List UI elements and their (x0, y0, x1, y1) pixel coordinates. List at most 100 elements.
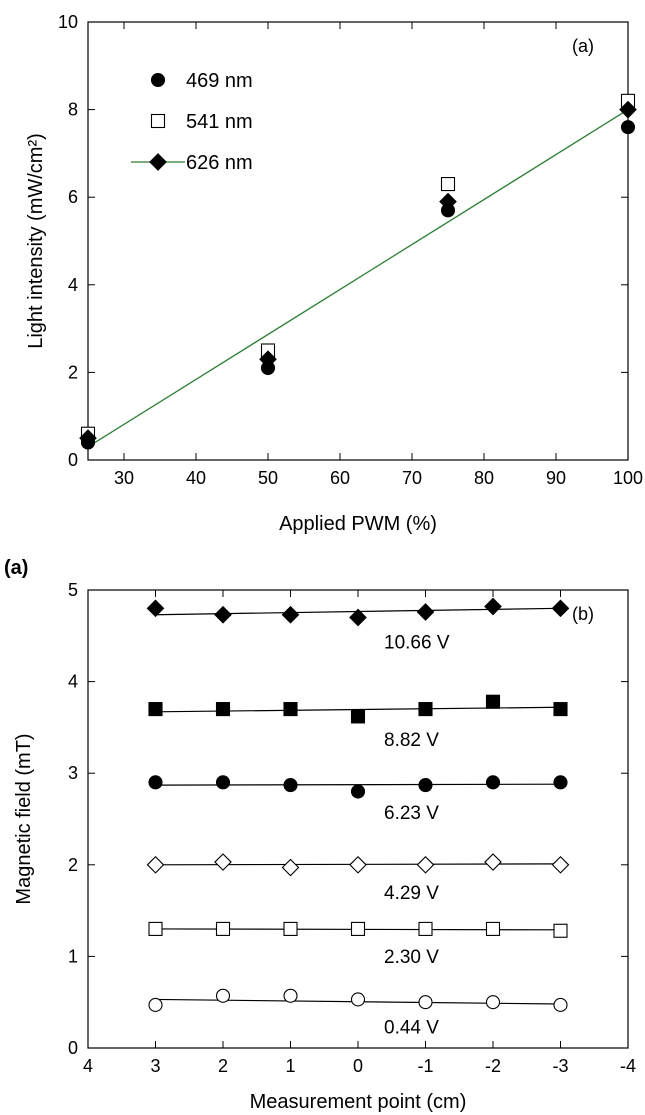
data-point-0.44-V (553, 997, 568, 1012)
data-point-6.23-V (553, 775, 568, 790)
legend-a: 469 nm 541 nm 626 nm (131, 70, 253, 174)
data-point-626-nm (439, 192, 457, 211)
voltage-label: 10.66 V (384, 633, 450, 654)
panel-label-a: (a) (572, 36, 594, 56)
x-tick-label-b: -1 (417, 1056, 433, 1076)
x-axis-label-b: Measurement point (cm) (250, 1091, 467, 1113)
legend-marker (150, 113, 166, 129)
x-tick-label-b: 0 (353, 1056, 363, 1076)
legend-label: 541 nm (186, 111, 253, 133)
data-point-6.23-V (148, 775, 163, 790)
fit-line (87, 109, 629, 448)
y-tick-label-a: 6 (68, 187, 78, 207)
legend-marker (149, 153, 167, 171)
x-tick-label-a: 90 (546, 468, 566, 488)
data-point-8.82-V (215, 702, 231, 717)
data-point-6.23-V (350, 784, 366, 799)
data-point-4.29-V (281, 858, 300, 877)
plot-frame-a (87, 21, 629, 461)
y-tick-label-b: 5 (68, 580, 78, 600)
legend-label: 626 nm (186, 152, 253, 174)
data-point-0.44-V (350, 992, 366, 1007)
voltage-label: 6.23 V (384, 803, 439, 824)
data-point-8.82-V (418, 702, 433, 717)
y-tick-label-a: 4 (68, 275, 78, 295)
data-point-8.82-V (350, 709, 366, 724)
x-tick-label-a: 60 (330, 468, 350, 488)
data-point-8.82-V (553, 702, 568, 717)
data-point-10.66-V (214, 605, 232, 624)
data-point-6.23-V (485, 775, 501, 790)
data-point-2.30-V (485, 921, 501, 936)
x-tick-label-b: 3 (150, 1056, 160, 1076)
voltage-label: 0.44 V (384, 1017, 439, 1038)
ticks-a: 30 40 50 60 70 80 90 100 0 2 4 6 8 10 (58, 12, 643, 488)
data-point-2.30-V (350, 921, 366, 936)
data-point-2.30-V (283, 921, 298, 936)
voltage-label: 4.29 V (384, 883, 439, 904)
x-tick-label-a: 50 (258, 468, 278, 488)
data-point-0.44-V (485, 995, 501, 1010)
data-point-4.29-V (484, 853, 502, 871)
data-point-0.44-V (215, 988, 231, 1003)
data-point-6.23-V (215, 775, 231, 790)
legend-marker (150, 72, 166, 88)
data-point-626-nm (79, 429, 97, 447)
figure-label-a: (a) (4, 557, 28, 579)
data-point-8.82-V (485, 694, 501, 709)
data-point-10.66-V (551, 599, 570, 618)
data-point-10.66-V (146, 599, 165, 618)
x-tick-label-b: -3 (552, 1056, 568, 1076)
data-point-10.66-V (484, 597, 502, 616)
x-tick-label-a: 80 (474, 468, 494, 488)
data-point-541-nm (440, 177, 456, 192)
x-axis-label-a: Applied PWM (%) (279, 513, 437, 535)
markers-a (79, 93, 637, 450)
data-point-0.44-V (418, 995, 433, 1010)
fit-lines-b (155, 607, 561, 1005)
data-point-6.23-V (418, 778, 433, 793)
data-point-2.30-V (553, 923, 568, 938)
y-tick-label-b: 0 (68, 1038, 78, 1058)
y-tick-label-b: 1 (68, 946, 78, 966)
data-point-2.30-V (418, 921, 433, 936)
data-point-10.66-V (416, 603, 435, 621)
data-point-469-nm (620, 120, 636, 135)
y-tick-label-b: 2 (68, 855, 78, 875)
data-point-8.82-V (283, 702, 298, 717)
voltage-label: 2.30 V (384, 947, 439, 968)
y-axis-label-a: Light intensity (mW/cm²) (25, 133, 47, 349)
data-point-8.82-V (148, 702, 163, 717)
y-axis-label-b: Magnetic field (mT) (13, 733, 35, 904)
data-point-0.44-V (283, 988, 298, 1003)
data-point-4.29-V (146, 855, 165, 874)
x-tick-label-b: 4 (83, 1056, 93, 1076)
data-point-626-nm (259, 350, 277, 369)
legend-label: 469 nm (186, 70, 253, 92)
y-tick-label-a: 10 (58, 12, 78, 32)
data-point-4.29-V (349, 855, 367, 874)
y-tick-label-b: 4 (68, 672, 78, 692)
y-tick-label-a: 0 (68, 450, 78, 470)
data-point-626-nm (619, 100, 637, 119)
y-tick-label-a: 2 (68, 362, 78, 382)
x-tick-label-b: 1 (285, 1056, 295, 1076)
panel-label-b: (b) (572, 604, 594, 624)
x-tick-label-b: 2 (218, 1056, 228, 1076)
x-tick-label-a: 70 (402, 468, 422, 488)
chart-light-intensity: 30 40 50 60 70 80 90 100 0 2 4 6 8 10 469 nm 541 nm 626… (25, 12, 643, 535)
ticks-b: 4 3 2 1 0 -1 -2 -3 -4 0 1 2 3 4 5 (68, 580, 636, 1076)
x-tick-label-a: 40 (186, 468, 206, 488)
voltage-labels-b: 10.66 V 8.82 V 6.23 V 4.29 V 2.30 V 0.44 V (384, 633, 450, 1039)
y-tick-label-a: 8 (68, 100, 78, 120)
y-tick-label-b: 3 (68, 763, 78, 783)
data-point-2.30-V (148, 921, 163, 936)
x-tick-label-b: -4 (620, 1056, 636, 1076)
data-point-4.29-V (416, 855, 435, 874)
voltage-label: 8.82 V (384, 730, 439, 751)
fit-line-a (87, 109, 629, 448)
x-tick-label-b: -2 (485, 1056, 501, 1076)
data-point-10.66-V (281, 605, 300, 624)
